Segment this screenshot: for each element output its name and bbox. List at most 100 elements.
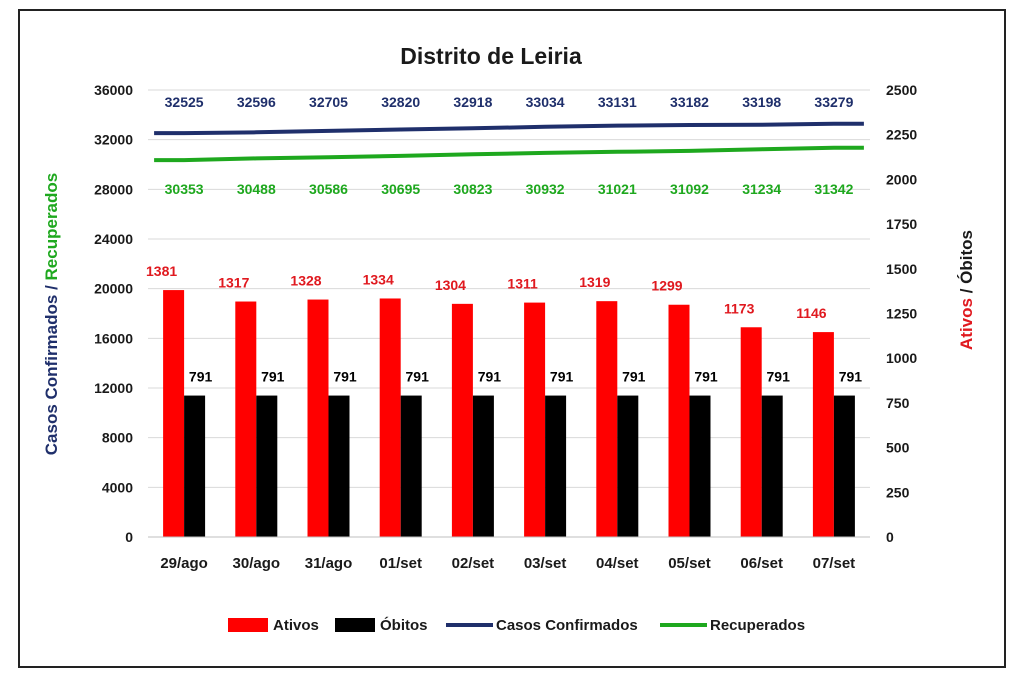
legend-swatch: [335, 618, 375, 632]
data-label-recuperados: 31021: [598, 181, 637, 197]
x-tick-label: 04/set: [596, 555, 639, 572]
x-tick-label: 05/set: [668, 555, 711, 572]
data-label-obitos: 791: [478, 369, 502, 385]
bar-ativos: [451, 303, 473, 537]
bar-ativos: [307, 299, 329, 537]
data-label-casos-confirmados: 32596: [237, 94, 276, 110]
y-right-tick-label: 2500: [886, 82, 917, 98]
bar-series: [163, 290, 855, 537]
bar-obitos: [761, 395, 783, 537]
y-right-title-part2: / Óbitos: [957, 230, 976, 293]
data-label-ativos: 1304: [435, 277, 466, 293]
y-right-tick-label: 250: [886, 484, 910, 500]
data-label-ativos: 1299: [651, 278, 682, 294]
data-label-ativos: 1146: [796, 305, 827, 321]
data-label-casos-confirmados: 33198: [742, 94, 781, 110]
bar-obitos: [472, 395, 494, 537]
axes: 3600032000280002400020000160001200080004…: [42, 82, 976, 572]
y-left-tick-label: 8000: [102, 430, 133, 446]
data-label-casos-confirmados: 32705: [309, 94, 348, 110]
bar-ativos: [812, 332, 834, 537]
x-tick-label: 30/ago: [233, 555, 281, 572]
data-label-obitos: 791: [622, 369, 646, 385]
bar-ativos: [596, 301, 618, 537]
data-label-obitos: 791: [550, 369, 574, 385]
line-casos-confirmados: [154, 121, 864, 136]
line-recuperados: [154, 145, 864, 163]
data-label-casos-confirmados: 33131: [598, 94, 637, 110]
data-label-obitos: 791: [189, 369, 213, 385]
y-left-tick-label: 4000: [102, 479, 133, 495]
data-label-recuperados: 30823: [453, 181, 492, 197]
y-right-tick-label: 750: [886, 395, 910, 411]
x-tick-label: 31/ago: [305, 555, 353, 572]
y-left-tick-label: 32000: [94, 132, 133, 148]
y-left-tick-label: 20000: [94, 281, 133, 297]
data-label-obitos: 791: [333, 369, 357, 385]
bar-ativos: [524, 302, 546, 537]
y-left-title-part1: Casos Confirmados /: [42, 280, 61, 455]
legend-label: Ativos: [273, 617, 319, 634]
y-right-tick-label: 1000: [886, 350, 917, 366]
x-tick-label: 03/set: [524, 555, 567, 572]
data-label-ativos: 1311: [507, 276, 538, 292]
bar-ativos: [163, 290, 185, 537]
y-right-tick-label: 1500: [886, 261, 917, 277]
y-left-tick-label: 12000: [94, 380, 133, 396]
data-label-recuperados: 30488: [237, 181, 276, 197]
data-label-obitos: 791: [694, 369, 718, 385]
y-right-tick-label: 1750: [886, 216, 917, 232]
data-label-casos-confirmados: 33279: [814, 94, 853, 110]
bar-obitos: [689, 395, 711, 537]
line-series: [154, 121, 864, 163]
data-label-obitos: 791: [767, 369, 791, 385]
data-label-ativos: 1173: [724, 300, 755, 316]
data-label-recuperados: 31342: [814, 181, 853, 197]
data-label-ativos: 1381: [146, 263, 177, 279]
x-tick-label: 29/ago: [160, 555, 208, 572]
data-label-ativos: 1334: [363, 271, 394, 287]
bar-obitos: [256, 395, 278, 537]
legend-label: Casos Confirmados: [496, 617, 638, 634]
data-label-casos-confirmados: 32918: [453, 94, 492, 110]
y-right-tick-label: 1250: [886, 306, 917, 322]
data-label-obitos: 791: [261, 369, 285, 385]
y-left-title-part2: Recuperados: [42, 173, 61, 281]
legend-label: Óbitos: [380, 616, 428, 634]
y-right-tick-label: 2250: [886, 127, 917, 143]
data-label-ativos: 1319: [579, 274, 610, 290]
data-label-recuperados: 31092: [670, 181, 709, 197]
data-label-recuperados: 30695: [381, 181, 420, 197]
legend-label: Recuperados: [710, 617, 805, 634]
x-tick-label: 01/set: [379, 555, 422, 572]
data-label-casos-confirmados: 33034: [526, 94, 565, 110]
y-left-axis-title: Casos Confirmados / Recuperados: [42, 173, 61, 455]
legend: Ativos Óbitos Casos Confirmados Recuperados: [228, 616, 805, 634]
data-label-casos-confirmados: 33182: [670, 94, 709, 110]
bar-obitos: [400, 395, 422, 537]
data-label-obitos: 791: [406, 369, 430, 385]
y-left-tick-label: 16000: [94, 330, 133, 346]
x-tick-label: 07/set: [813, 555, 856, 572]
x-tick-label: 06/set: [740, 555, 783, 572]
data-label-ativos: 1328: [290, 273, 321, 289]
y-right-tick-label: 2000: [886, 171, 917, 187]
data-label-obitos: 791: [839, 369, 863, 385]
data-label-recuperados: 30586: [309, 181, 348, 197]
bar-obitos: [617, 395, 639, 537]
y-left-tick-label: 36000: [94, 82, 133, 98]
bar-ativos: [740, 327, 762, 537]
bar-obitos: [833, 395, 855, 537]
bar-obitos: [184, 395, 206, 537]
bar-obitos: [328, 395, 350, 537]
y-right-tick-label: 0: [886, 529, 894, 545]
legend-swatch: [228, 618, 268, 632]
chart-title: Distrito de Leiria: [400, 43, 582, 69]
bar-obitos: [545, 395, 567, 537]
bar-ativos: [379, 298, 401, 537]
data-label-recuperados: 31234: [742, 181, 781, 197]
bar-ativos: [668, 304, 690, 537]
y-right-tick-label: 500: [886, 440, 910, 456]
data-label-casos-confirmados: 32525: [165, 94, 204, 110]
